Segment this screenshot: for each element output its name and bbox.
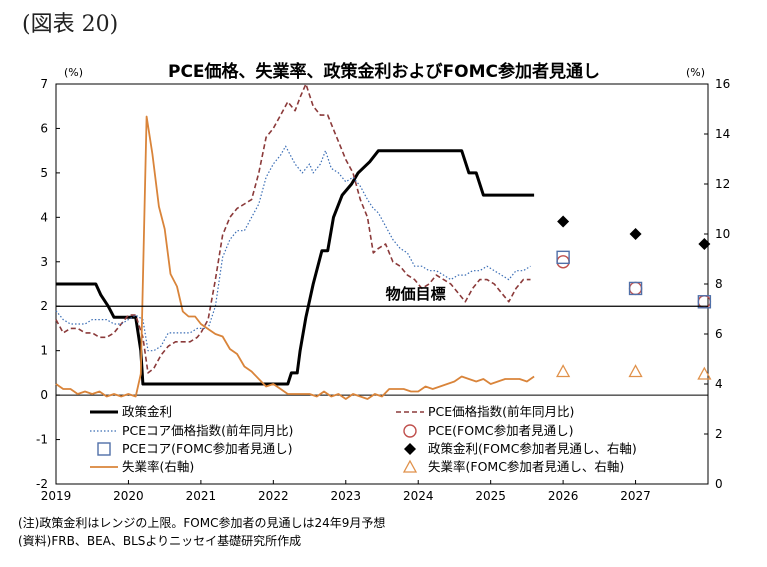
right-tick-label: 4	[715, 377, 723, 391]
projection-marker	[628, 281, 643, 296]
x-tick-label: 2022	[258, 489, 289, 503]
left-tick-label: 6	[40, 121, 48, 135]
left-tick-label: 0	[40, 388, 48, 402]
x-tick-label: 2024	[403, 489, 434, 503]
figure-label: (図表 20)	[22, 12, 119, 37]
right-tick-label: 0	[715, 477, 723, 491]
legend-swatch	[402, 459, 418, 473]
target-label: 物価目標	[386, 285, 446, 303]
left-tick-label: -2	[36, 477, 48, 491]
right-tick-label: 14	[715, 127, 730, 141]
x-tick-label: 2019	[41, 489, 72, 503]
x-tick-label: 2026	[548, 489, 579, 503]
right-tick-label: 8	[715, 277, 723, 291]
legend-label: 失業率(右軸)	[122, 459, 194, 474]
right-tick-label: 10	[715, 227, 730, 241]
legend-swatch	[404, 443, 416, 455]
projection-marker	[557, 215, 570, 228]
x-tick-label: 2021	[186, 489, 217, 503]
legend-swatch	[97, 442, 111, 456]
series-line	[55, 83, 531, 374]
series-line	[55, 115, 535, 400]
series-line	[56, 149, 535, 386]
legend-label: PCEコア価格指数(前年同月比)	[122, 423, 293, 438]
left-tick-label: 7	[40, 77, 48, 91]
projection-marker	[556, 250, 570, 265]
right-tick-label: 12	[715, 177, 730, 191]
legend-label: 政策金利	[122, 404, 172, 419]
note-line: (注)政策金利はレンジの上限。FOMC参加者の見通しは24年9月予想	[18, 516, 386, 530]
left-axis-unit: (%)	[64, 66, 83, 79]
left-tick-label: -1	[36, 433, 48, 447]
projection-marker	[697, 366, 712, 380]
x-tick-label: 2027	[620, 489, 651, 503]
legend-label: PCEコア(FOMC参加者見通し)	[122, 441, 292, 456]
x-tick-label: 2023	[331, 489, 362, 503]
projection-marker	[697, 295, 712, 309]
legend-label: 政策金利(FOMC参加者見通し、右軸)	[428, 441, 637, 456]
projection-marker	[556, 255, 570, 269]
right-tick-label: 16	[715, 77, 730, 91]
left-tick-label: 1	[40, 344, 48, 358]
left-tick-label: 3	[40, 255, 48, 269]
legend-label: 失業率(FOMC参加者見通し、右軸)	[428, 459, 624, 474]
right-tick-label: 6	[715, 327, 723, 341]
projection-marker	[698, 238, 711, 250]
x-tick-label: 2025	[475, 489, 506, 503]
left-tick-label: 5	[40, 166, 48, 180]
x-tick-label: 2020	[113, 489, 144, 503]
legend-label: PCE(FOMC参加者見通し)	[428, 423, 573, 438]
chart-title: PCE価格、失業率、政策金利およびFOMC参加者見通し	[168, 61, 600, 82]
source-line: (資料)FRB、BEA、BLSよりニッセイ基礎研究所作成	[18, 534, 302, 548]
left-tick-label: 4	[40, 210, 48, 224]
right-tick-label: 2	[715, 427, 723, 441]
series-line	[55, 145, 531, 352]
legend-swatch	[403, 424, 417, 438]
projection-marker	[628, 364, 643, 378]
projection-marker	[556, 364, 571, 378]
projection-marker	[629, 228, 642, 240]
legend-label: PCE価格指数(前年同月比)	[428, 404, 574, 419]
projection-marker	[628, 281, 643, 296]
left-tick-label: 2	[40, 299, 48, 313]
right-axis-unit: (%)	[686, 66, 705, 79]
